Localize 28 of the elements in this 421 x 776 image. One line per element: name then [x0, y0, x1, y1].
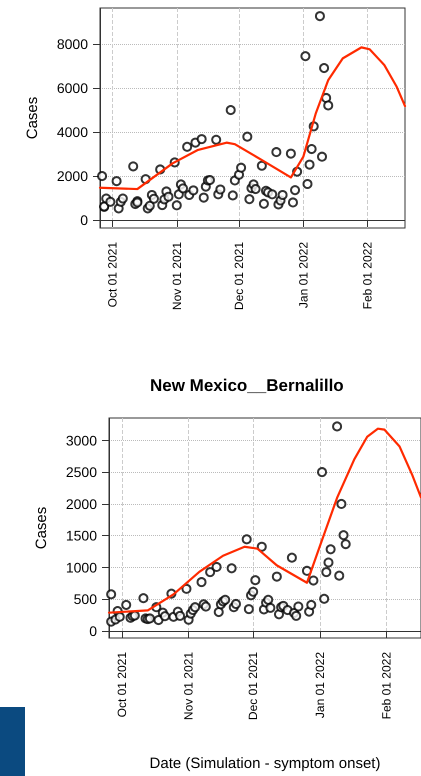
x-tick-label: Oct 01 2021 — [105, 242, 120, 308]
y-tick-label: 2500 — [66, 464, 98, 480]
y-tick-label: 1500 — [66, 528, 98, 544]
x-tick-label: Feb 01 2022 — [380, 652, 394, 720]
y-tick-label: 3000 — [66, 432, 98, 448]
x-tick-label: Jan 01 2022 — [312, 652, 327, 718]
x-tick-label: Nov 01 2021 — [182, 652, 196, 720]
x-tick-label: Dec 01 2021 — [232, 242, 246, 310]
y-tick-label: 0 — [89, 623, 98, 640]
x-tick-label: Nov 01 2021 — [170, 242, 184, 310]
y-axis-title: Cases — [24, 96, 41, 140]
chart-title: New Mexico__Bernalillo — [150, 376, 344, 395]
y-tick-label: 4000 — [56, 124, 88, 140]
line-series — [98, 46, 406, 190]
y-tick-label: 6000 — [56, 80, 88, 96]
x-tick-label: Feb 01 2022 — [360, 242, 375, 310]
y-tick-label: 2000 — [66, 496, 98, 512]
y-tick-label: 0 — [80, 212, 88, 228]
y-tick-label: 2000 — [56, 168, 88, 184]
y-tick-label: 1000 — [66, 559, 98, 576]
x-tick-label: Oct 01 2021 — [114, 652, 129, 718]
y-tick-label: 8000 — [56, 36, 88, 52]
y-axis-title: Cases — [33, 506, 50, 550]
x-axis-title: Date (Simulation - symptom onset) — [150, 755, 380, 772]
line-series — [108, 428, 421, 614]
x-tick-label: Dec 01 2021 — [246, 652, 260, 720]
y-tick-label: 500 — [74, 591, 98, 608]
x-tick-label: Jan 01 2022 — [296, 242, 310, 308]
